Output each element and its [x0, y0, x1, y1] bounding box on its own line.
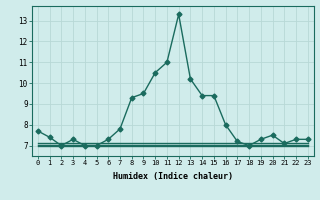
X-axis label: Humidex (Indice chaleur): Humidex (Indice chaleur)	[113, 172, 233, 181]
